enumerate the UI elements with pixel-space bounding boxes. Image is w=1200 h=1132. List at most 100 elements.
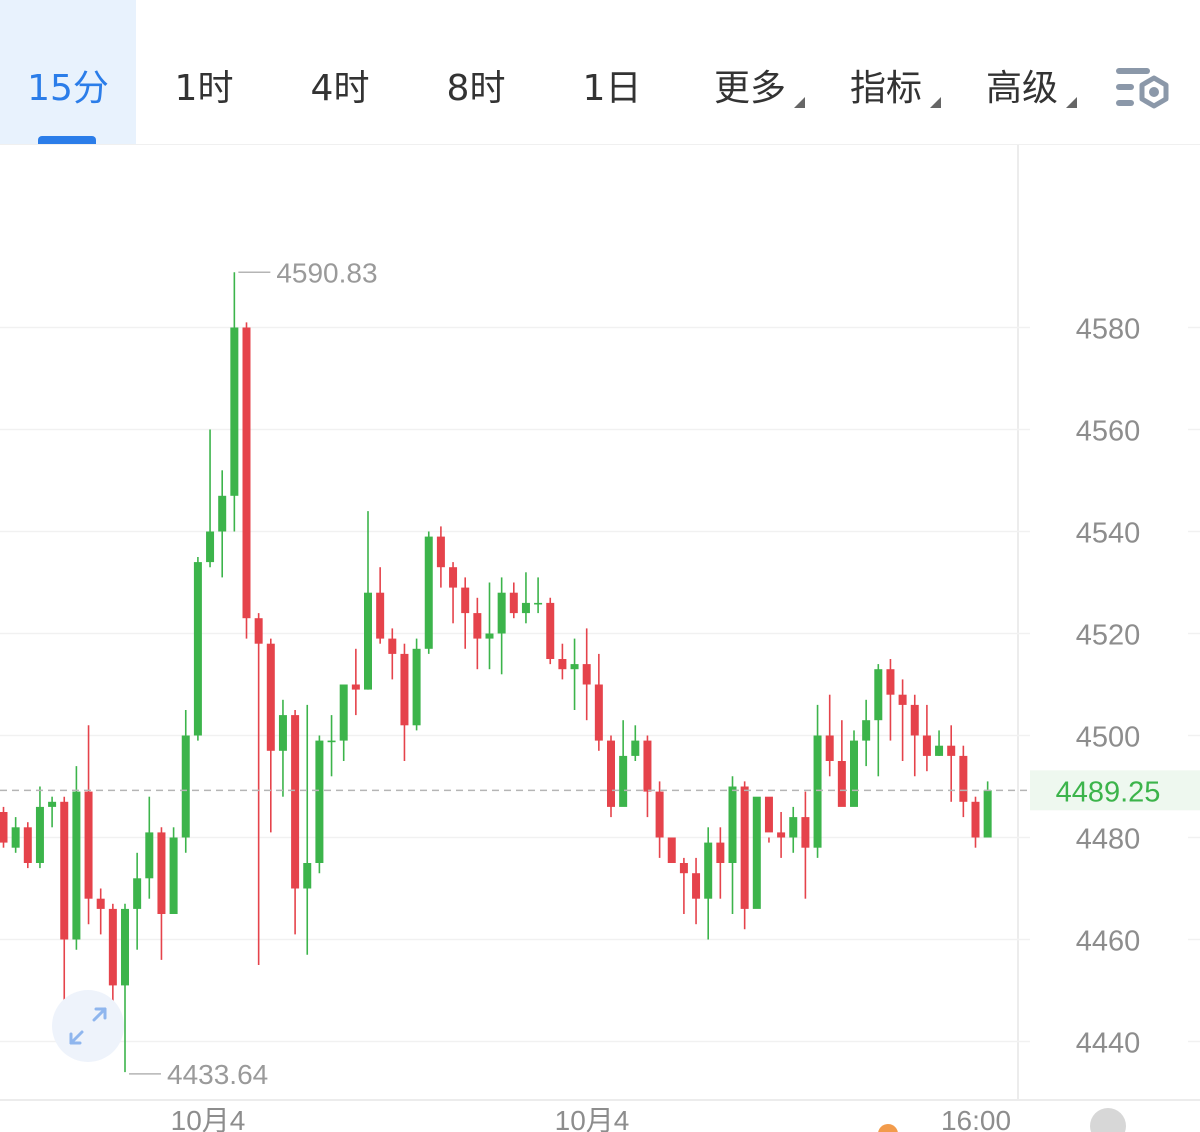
candlestick-chart[interactable]: 4580 4560 4540 4520 4500 4480 4460 4440 4489.25 4… [0, 145, 1200, 1132]
candle-body [521, 602, 530, 614]
candle [886, 659, 895, 741]
candle-body [546, 602, 555, 659]
candle-body [206, 531, 215, 563]
candle-body [303, 863, 312, 889]
candle-body [485, 633, 494, 639]
menu-more[interactable]: 更多 [690, 0, 810, 144]
event-marker-dot [878, 1124, 898, 1132]
candle-body [242, 327, 251, 619]
y-tick-label: 4580 [1076, 314, 1141, 346]
candle [777, 812, 786, 858]
candle-body [679, 863, 688, 874]
candle-body [400, 653, 409, 726]
candle [84, 725, 93, 925]
candle-body [582, 664, 591, 685]
candle [825, 694, 834, 777]
candle [582, 628, 591, 721]
candle [473, 597, 482, 670]
timeframe-toolbar: 15分 1时 4时 8时 1日 更多 指标 高级 [0, 0, 1200, 144]
caret-down-icon [794, 97, 805, 108]
candle [412, 638, 421, 731]
candle [935, 730, 944, 756]
y-tick-label: 4540 [1076, 518, 1141, 550]
candle-body [412, 648, 421, 726]
y-tick-label: 4460 [1076, 926, 1141, 958]
tab-8h-label: 8时 [446, 68, 506, 109]
tab-4h-label: 4时 [310, 68, 370, 109]
menu-indicators[interactable]: 指标 [826, 0, 946, 144]
candle-body [96, 898, 105, 909]
candle [376, 567, 385, 644]
candle-body [364, 592, 372, 690]
tab-15min-label: 15分 [27, 68, 109, 109]
candle [169, 827, 178, 914]
candle [436, 526, 445, 588]
candle-body [728, 786, 737, 863]
candle [521, 572, 530, 624]
expand-arrow-head [69, 1032, 82, 1045]
candle [874, 664, 883, 777]
candle [716, 827, 725, 899]
candle [485, 582, 494, 670]
expand-arrow-head [94, 1007, 107, 1020]
candle-body [764, 796, 773, 833]
candle-body [777, 832, 786, 838]
y-tick-label: 4560 [1076, 416, 1141, 448]
candle [497, 577, 506, 675]
candle [218, 470, 227, 578]
tab-1h[interactable]: 1时 [136, 0, 272, 144]
menu-advanced[interactable]: 高级 [962, 0, 1082, 144]
candle-body [570, 664, 579, 670]
candle [728, 776, 737, 914]
candle-body [254, 618, 263, 644]
candle [607, 735, 615, 818]
candle [983, 781, 992, 838]
expand-button[interactable] [52, 990, 124, 1062]
current-price-tag [1030, 770, 1200, 811]
candle [181, 710, 190, 853]
candle [303, 704, 312, 955]
tab-4h[interactable]: 4时 [272, 0, 408, 144]
candle-body [291, 715, 300, 889]
candle [278, 699, 287, 797]
candle [449, 562, 458, 624]
candle [96, 888, 105, 935]
candle-body [825, 735, 834, 761]
y-tick-label: 4440 [1076, 1028, 1141, 1060]
candle [133, 852, 142, 950]
x-tick-label: 10月4 [555, 1105, 630, 1132]
candle-body [84, 791, 93, 899]
candle-body [23, 827, 32, 863]
tab-15min[interactable]: 15分 [0, 0, 136, 144]
candle [947, 725, 956, 802]
expand-arrow-line [92, 1007, 107, 1022]
chart-settings-icon[interactable] [1112, 64, 1172, 116]
candle [364, 511, 372, 690]
candle-body [60, 801, 69, 940]
candle [35, 786, 44, 869]
tab-1d[interactable]: 1日 [544, 0, 680, 144]
tab-8h[interactable]: 8时 [408, 0, 544, 144]
candle-body [619, 755, 628, 807]
candle-body [971, 801, 980, 838]
candle [0, 806, 8, 848]
candle [509, 582, 518, 619]
candle-body [935, 745, 944, 756]
candle-body [473, 613, 482, 639]
candle-body [837, 761, 846, 807]
active-tab-indicator [38, 136, 96, 144]
candle-body [497, 592, 506, 634]
current-price-label: 4489.25 [1056, 776, 1161, 808]
candle [145, 796, 154, 899]
candle-body [218, 495, 227, 532]
low-marker-label: 4433.64 [167, 1059, 268, 1090]
candle-body [376, 592, 385, 639]
candle [655, 781, 664, 858]
candle-body [11, 827, 20, 848]
candle [619, 720, 628, 807]
candle-body [145, 832, 154, 879]
candle-body [424, 536, 433, 649]
candle [48, 796, 57, 828]
candle [898, 679, 907, 761]
y-tick-label: 4520 [1076, 620, 1141, 652]
